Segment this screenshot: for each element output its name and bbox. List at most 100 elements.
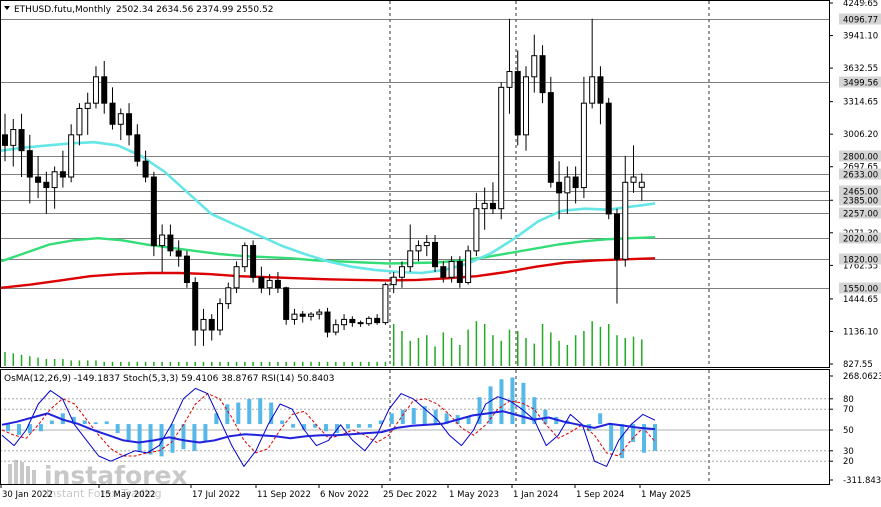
osma-bar: [192, 424, 197, 451]
candle: [580, 76, 587, 199]
watermark-tagline: Instant Forex Trading: [46, 487, 162, 500]
osma-bar: [444, 413, 449, 425]
candle: [415, 240, 422, 262]
osma-bar: [598, 413, 603, 425]
candle: [473, 192, 480, 257]
candlestick-series: [2, 18, 645, 346]
osma-bar: [6, 424, 10, 432]
osma-bar: [389, 413, 394, 425]
candle: [175, 240, 182, 267]
candle: [35, 155, 42, 199]
candle: [349, 316, 356, 327]
price-tick-label: 1762.35: [843, 261, 878, 271]
volume-histogram: [4, 321, 643, 366]
candle: [597, 66, 604, 125]
candle: [539, 45, 546, 104]
watermark-brand: instaforex: [44, 461, 188, 490]
level-tag: 2020.00: [839, 232, 881, 245]
osma-bar: [345, 424, 350, 429]
osma-bar: [302, 424, 307, 430]
candle: [448, 256, 455, 283]
osma-bar: [247, 398, 252, 425]
osma-bar: [466, 416, 471, 425]
candle: [365, 316, 372, 326]
svg-text:4096.77: 4096.77: [843, 16, 878, 26]
date-tick-label: 11 Sep 2022: [257, 490, 311, 500]
svg-text:2465.00: 2465.00: [843, 188, 878, 198]
osma-bar: [225, 404, 230, 425]
level-tag: 2385.00: [839, 194, 881, 207]
stoch-main-line: [1, 387, 656, 467]
candle: [432, 235, 439, 272]
candle: [638, 173, 645, 201]
osma-bar: [334, 424, 339, 434]
osma-bar: [93, 422, 98, 425]
osma-bar: [422, 406, 427, 425]
candle: [51, 166, 58, 209]
candle: [481, 187, 488, 230]
osma-bar: [411, 407, 416, 425]
price-tick-label: 1444.65: [843, 295, 878, 305]
candle: [134, 124, 141, 167]
candle: [390, 271, 397, 294]
osma-bar: [38, 424, 43, 432]
candle: [341, 314, 348, 330]
candle: [208, 314, 215, 341]
level-tag: 2800.00: [839, 150, 881, 163]
osma-bar: [236, 402, 241, 425]
osma-bar: [148, 424, 153, 455]
main-panel-frame: [0, 0, 830, 368]
candle: [109, 87, 116, 130]
dropdown-arrow-icon[interactable]: [4, 6, 10, 10]
price-tick-label: 4249.65: [843, 0, 878, 9]
svg-text:1820.00: 1820.00: [843, 256, 878, 266]
candle: [382, 282, 389, 325]
candle: [440, 261, 447, 283]
candle: [498, 82, 505, 220]
osma-bar: [16, 424, 21, 435]
osma-bar: [280, 420, 285, 425]
candle: [374, 314, 381, 325]
ohlc-values: 2502.34 2634.56 2374.99 2550.52: [116, 5, 273, 15]
osma-bar: [137, 424, 142, 451]
instaforex-watermark: instaforex Instant Forex Trading: [8, 460, 188, 500]
candle: [291, 308, 298, 325]
scroll-marker-icon[interactable]: [860, 2, 866, 6]
candle: [456, 256, 463, 288]
oscillator-panel-frame: [0, 369, 830, 485]
date-tick-label: 6 Nov 2022: [320, 490, 369, 500]
moving-averages: [0, 140, 656, 289]
candle: [43, 171, 50, 214]
osc-tick-label: 20: [843, 457, 854, 467]
date-tick-label: 1 May 2023: [449, 490, 499, 500]
candle: [159, 224, 166, 272]
candle: [117, 108, 124, 141]
candle: [2, 113, 8, 162]
candle: [589, 18, 596, 109]
candle: [307, 312, 314, 321]
chart-header: ETHUSD.futu,Monthly 2502.34 2634.56 2374…: [4, 5, 273, 15]
candle: [556, 161, 563, 220]
date-axis: 30 Jan 2022 15 May 2022 17 Jul 2022 11 Sep …: [0, 484, 691, 500]
candle: [10, 119, 17, 167]
candle: [26, 134, 33, 204]
svg-text:2800.00: 2800.00: [843, 153, 878, 163]
price-tick-label: 3006.20: [843, 130, 878, 140]
level-tag: 3499.56: [839, 76, 881, 89]
osma-bar: [313, 424, 318, 428]
osma-bar: [104, 421, 109, 425]
osma-bar: [543, 409, 548, 425]
osma-bar: [653, 424, 657, 451]
candle: [126, 103, 133, 146]
level-tags: 4096.77 3499.56 2800.00 2633.00 2465.002385.…: [839, 13, 881, 295]
candle: [150, 171, 157, 257]
candle: [250, 240, 257, 283]
candle: [200, 308, 207, 346]
osma-bar: [631, 424, 636, 443]
level-lines: [0, 19, 829, 289]
date-tick-label: 25 Dec 2022: [383, 490, 437, 500]
candle: [241, 242, 248, 272]
candle: [92, 66, 99, 109]
